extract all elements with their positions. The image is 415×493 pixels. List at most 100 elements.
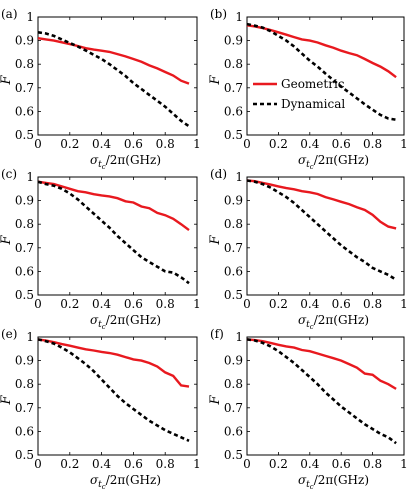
geometric-series-line — [37, 37, 190, 85]
y-tick-label: 0.8 — [224, 217, 243, 231]
x-tick-label: 0.2 — [269, 457, 288, 471]
y-tick-label: 1 — [235, 170, 243, 184]
x-tick-label: 0.2 — [60, 297, 79, 311]
x-tick-label: 0.4 — [92, 457, 111, 471]
y-tick-label: 0.7 — [15, 401, 34, 415]
y-axis-label: F — [0, 395, 14, 406]
y-tick-label: 0.5 — [15, 128, 34, 142]
y-tick-label: 0.9 — [224, 194, 243, 208]
axes-frame — [37, 16, 198, 136]
axes-frame — [246, 16, 405, 136]
panel-label: (c) — [1, 167, 17, 181]
x-tick-label: 1 — [400, 457, 408, 471]
panel-label: (d) — [210, 167, 227, 181]
y-tick-label: 0.7 — [15, 81, 34, 95]
y-tick-label: 1 — [235, 330, 243, 344]
dynamical-series-line — [246, 338, 397, 445]
y-axis-label: F — [208, 235, 223, 246]
y-tick-label: 0.7 — [224, 401, 243, 415]
legend-entry-label: Dynamical — [281, 97, 345, 111]
y-axis-label: F — [208, 395, 223, 406]
x-tick-label: 0 — [243, 457, 251, 471]
x-tick-label: 0.4 — [300, 457, 319, 471]
y-tick-label: 0.6 — [15, 264, 34, 278]
chart-panel: 0 0.2 0.4 0.6 0.8 1 0.5 0.6 0.7 0.8 0.9 1 (f) Fσtc/2π… — [208, 327, 408, 491]
chart-panel: 0 0.2 0.4 0.6 0.8 1 0.5 0.6 0.7 0.8 0.9 1 (b) Fσtc/2π… — [208, 7, 408, 171]
geometric-series-line — [37, 338, 190, 388]
geometric-series-line — [246, 338, 397, 390]
x-tick-label: 0.6 — [124, 457, 143, 471]
x-tick-label: 0.2 — [60, 457, 79, 471]
axes-frame — [246, 176, 405, 296]
panel-label: (e) — [1, 327, 17, 341]
y-tick-label: 0.5 — [224, 448, 243, 462]
x-tick-label: 0.6 — [124, 297, 143, 311]
y-axis-label: F — [0, 235, 14, 246]
x-tick-label: 0.8 — [363, 457, 382, 471]
chart-panel: 0 0.2 0.4 0.6 0.8 1 0.5 0.6 0.7 0.8 0.9 1 (c) Fσtc/2π… — [0, 167, 201, 331]
geometric-series-line — [246, 24, 397, 79]
x-tick-label: 0.8 — [156, 137, 175, 151]
dynamical-series-line — [37, 338, 190, 442]
x-tick-label: 0.8 — [363, 137, 382, 151]
y-tick-label: 0.6 — [15, 424, 34, 438]
y-tick-label: 0.6 — [224, 424, 243, 438]
chart-panel: 0 0.2 0.4 0.6 0.8 1 0.5 0.6 0.7 0.8 0.9 1 (d) Fσtc/2π… — [208, 167, 408, 331]
y-tick-label: 0.5 — [224, 288, 243, 302]
y-tick-label: 0.7 — [224, 81, 243, 95]
y-tick-label: 0.9 — [15, 354, 34, 368]
x-tick-label: 1 — [400, 297, 408, 311]
y-tick-label: 0.9 — [15, 194, 34, 208]
y-tick-label: 0.9 — [15, 34, 34, 48]
x-axis-label: σtc/2π(GHz) — [90, 153, 161, 171]
x-tick-label: 0 — [34, 137, 42, 151]
x-tick-label: 0.6 — [332, 137, 351, 151]
x-tick-label: 0.8 — [156, 297, 175, 311]
x-tick-label: 0.8 — [363, 297, 382, 311]
y-tick-label: 1 — [26, 170, 34, 184]
x-tick-label: 0.2 — [269, 137, 288, 151]
y-tick-label: 0.6 — [224, 264, 243, 278]
x-axis-label: σtc/2π(GHz) — [298, 313, 369, 331]
x-tick-label: 1 — [400, 137, 408, 151]
x-tick-label: 0.4 — [92, 137, 111, 151]
x-tick-label: 0.8 — [156, 457, 175, 471]
y-tick-label: 0.5 — [224, 128, 243, 142]
y-tick-label: 0.6 — [15, 104, 34, 118]
y-axis-label: F — [0, 75, 14, 86]
y-tick-label: 0.9 — [224, 354, 243, 368]
y-tick-label: 0.9 — [224, 34, 243, 48]
y-tick-label: 0.6 — [224, 104, 243, 118]
y-tick-label: 0.7 — [224, 241, 243, 255]
x-tick-label: 0 — [34, 297, 42, 311]
panel-label: (a) — [1, 7, 18, 21]
dynamical-series-line — [37, 180, 190, 285]
y-tick-label: 0.5 — [15, 448, 34, 462]
x-axis-label: σtc/2π(GHz) — [298, 153, 369, 171]
x-tick-label: 0 — [34, 457, 42, 471]
geometric-series-line — [246, 179, 397, 230]
y-tick-label: 0.7 — [15, 241, 34, 255]
x-tick-label: 0.4 — [300, 137, 319, 151]
legend-entry-label: Geometric — [281, 77, 345, 91]
axes-frame — [37, 336, 198, 456]
x-tick-label: 0.4 — [300, 297, 319, 311]
x-tick-label: 0.2 — [60, 137, 79, 151]
axes-frame — [246, 336, 405, 456]
x-tick-label: 0.6 — [124, 137, 143, 151]
geometric-series-line — [37, 180, 190, 232]
panel-label: (f) — [210, 327, 224, 341]
x-tick-label: 1 — [193, 297, 201, 311]
y-tick-label: 0.5 — [15, 288, 34, 302]
y-tick-label: 0.8 — [224, 57, 243, 71]
x-tick-label: 0.2 — [269, 297, 288, 311]
y-tick-label: 0.8 — [224, 377, 243, 391]
y-tick-label: 0.8 — [15, 217, 34, 231]
y-axis-label: F — [208, 75, 223, 86]
x-tick-label: 0.4 — [92, 297, 111, 311]
y-tick-label: 1 — [26, 330, 34, 344]
x-tick-label: 0.6 — [332, 457, 351, 471]
x-tick-label: 0.6 — [332, 297, 351, 311]
x-axis-label: σtc/2π(GHz) — [90, 473, 161, 491]
